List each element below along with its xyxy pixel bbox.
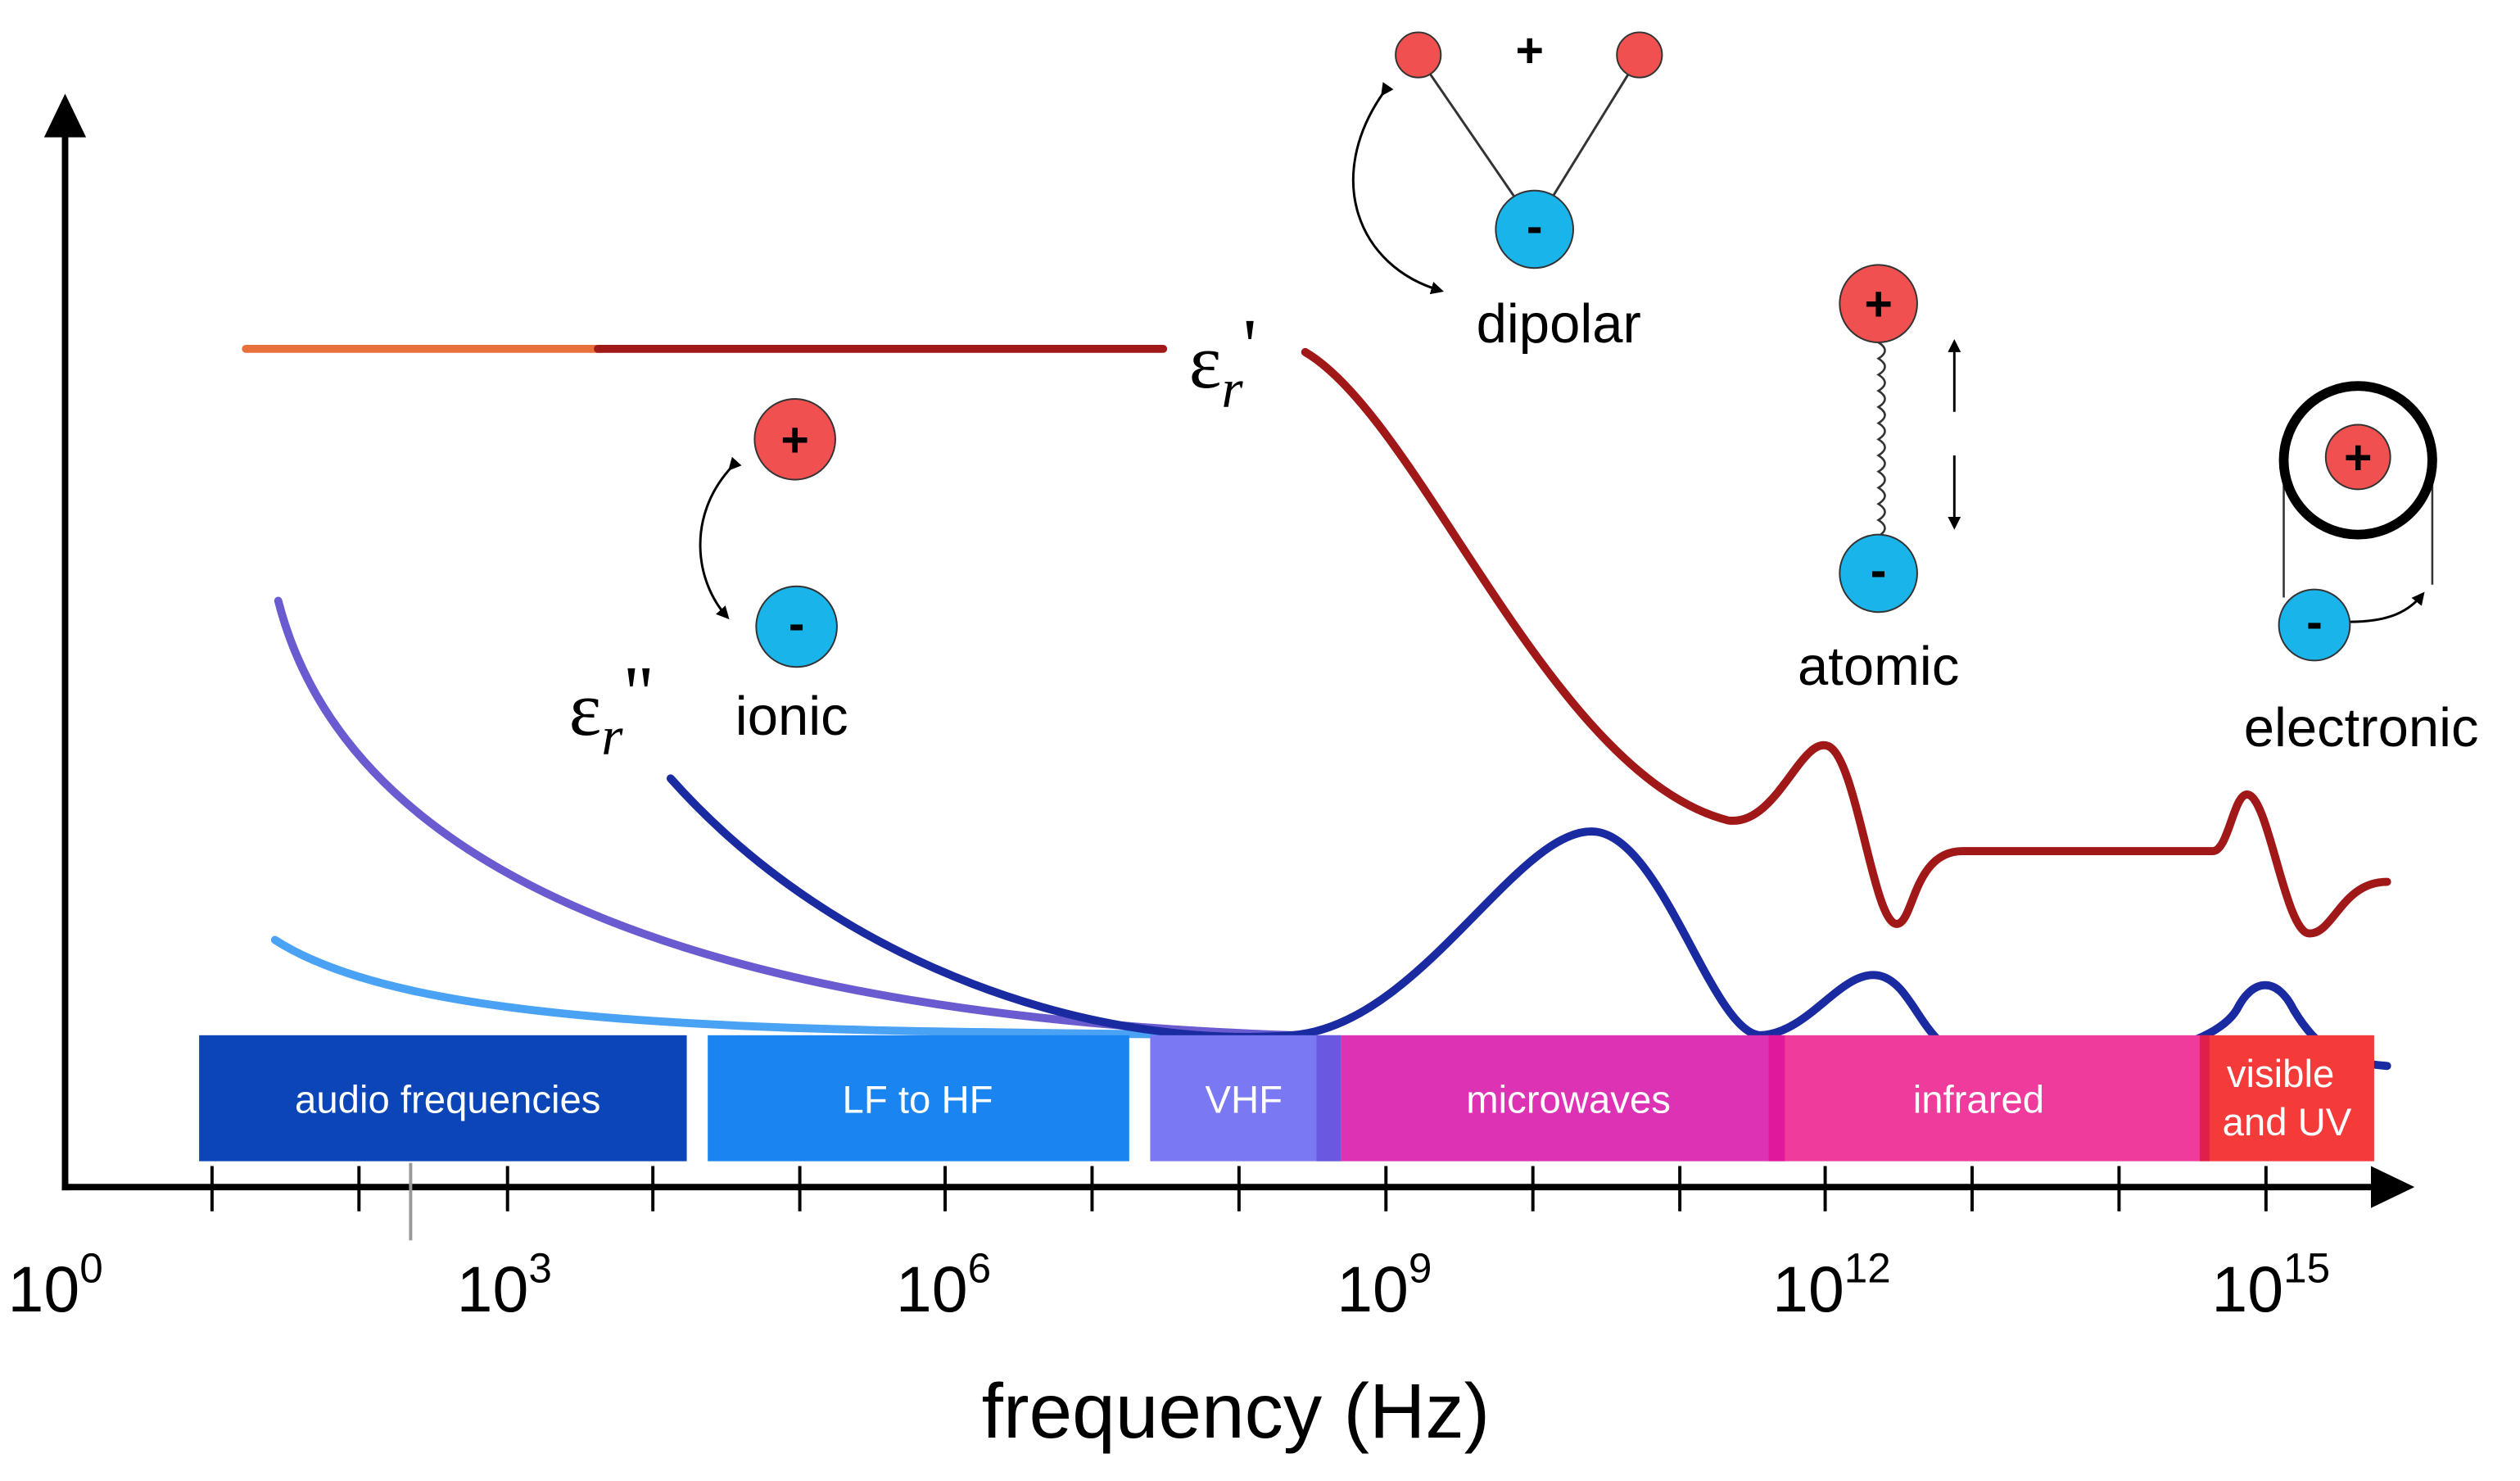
imaginary-label: εr" [569, 650, 654, 766]
band-label: VHF [1205, 1078, 1283, 1121]
real-label: εr' [1189, 303, 1257, 419]
curve-light-blue [270, 935, 1265, 1039]
charge [755, 585, 838, 668]
band-label: audio frequencies [295, 1078, 600, 1121]
tick-label: 1012 [1772, 1244, 1891, 1325]
band-edge [1768, 1035, 1785, 1162]
atomic-mechanism: + - atomic [1798, 264, 1961, 697]
band [1768, 1035, 2200, 1162]
mechanism-label: ionic [735, 686, 848, 747]
charge-sign: + [1864, 276, 1893, 331]
charge [1616, 31, 1663, 79]
band-label: and UV [2223, 1101, 2352, 1144]
bands: audio frequencies LF to HF VHF microwave… [199, 1035, 2374, 1162]
curve-imaginary [666, 774, 2391, 1071]
axis-label: frequency (Hz) [982, 1368, 1491, 1455]
charge-sign: + [780, 412, 809, 467]
tick-label: 103 [457, 1244, 552, 1325]
curve-purple [274, 596, 1296, 1039]
charge-sign: - [1527, 199, 1543, 254]
band-edge [2199, 1035, 2210, 1162]
band-label: visible [2227, 1053, 2334, 1096]
charge-sign: + [1515, 23, 1544, 78]
band-label: microwaves [1466, 1078, 1671, 1121]
tick-label: 106 [896, 1244, 991, 1325]
charge [753, 398, 836, 481]
band [1150, 1035, 1341, 1162]
band-label: infrared [1913, 1078, 2044, 1121]
charge [1495, 189, 1574, 269]
charge-sign: + [2344, 429, 2373, 484]
mechanism-label: atomic [1798, 636, 1959, 697]
tick-label: 100 [8, 1244, 103, 1325]
curve-real [1301, 347, 2391, 938]
band-label: LF to HF [843, 1078, 993, 1121]
curves [242, 344, 2391, 1071]
mechanism-label: dipolar [1477, 293, 1641, 355]
axes [43, 93, 2415, 1241]
charge-sign: - [1871, 542, 1887, 597]
charge-sign: - [789, 596, 805, 651]
tick-marks [210, 1166, 2268, 1212]
tick-label: 1015 [2211, 1244, 2330, 1325]
charge [1395, 31, 1442, 79]
tick-label: 109 [1337, 1244, 1432, 1325]
ionic-mechanism: + - ionic [699, 398, 848, 747]
dipolar-mechanism: + - dipolar [1352, 23, 1663, 355]
band-edge [1316, 1035, 1341, 1162]
charge-sign: - [2306, 595, 2323, 650]
band [199, 1035, 687, 1162]
charge [2324, 423, 2391, 491]
band [1341, 1035, 1769, 1162]
charge [2278, 588, 2351, 662]
electronic-mechanism: + - electronic [2244, 381, 2479, 759]
band [708, 1035, 1129, 1162]
mechanism-label: electronic [2244, 697, 2479, 759]
charge [1839, 264, 1918, 343]
arrow [699, 456, 742, 620]
arrow [1352, 82, 1445, 295]
charge [1839, 533, 1918, 614]
band [2199, 1035, 2374, 1162]
x-arrow [2370, 1166, 2415, 1208]
y-arrow [43, 93, 87, 138]
tick-labels: 100 103 106 109 1012 1015 [8, 1244, 2331, 1325]
